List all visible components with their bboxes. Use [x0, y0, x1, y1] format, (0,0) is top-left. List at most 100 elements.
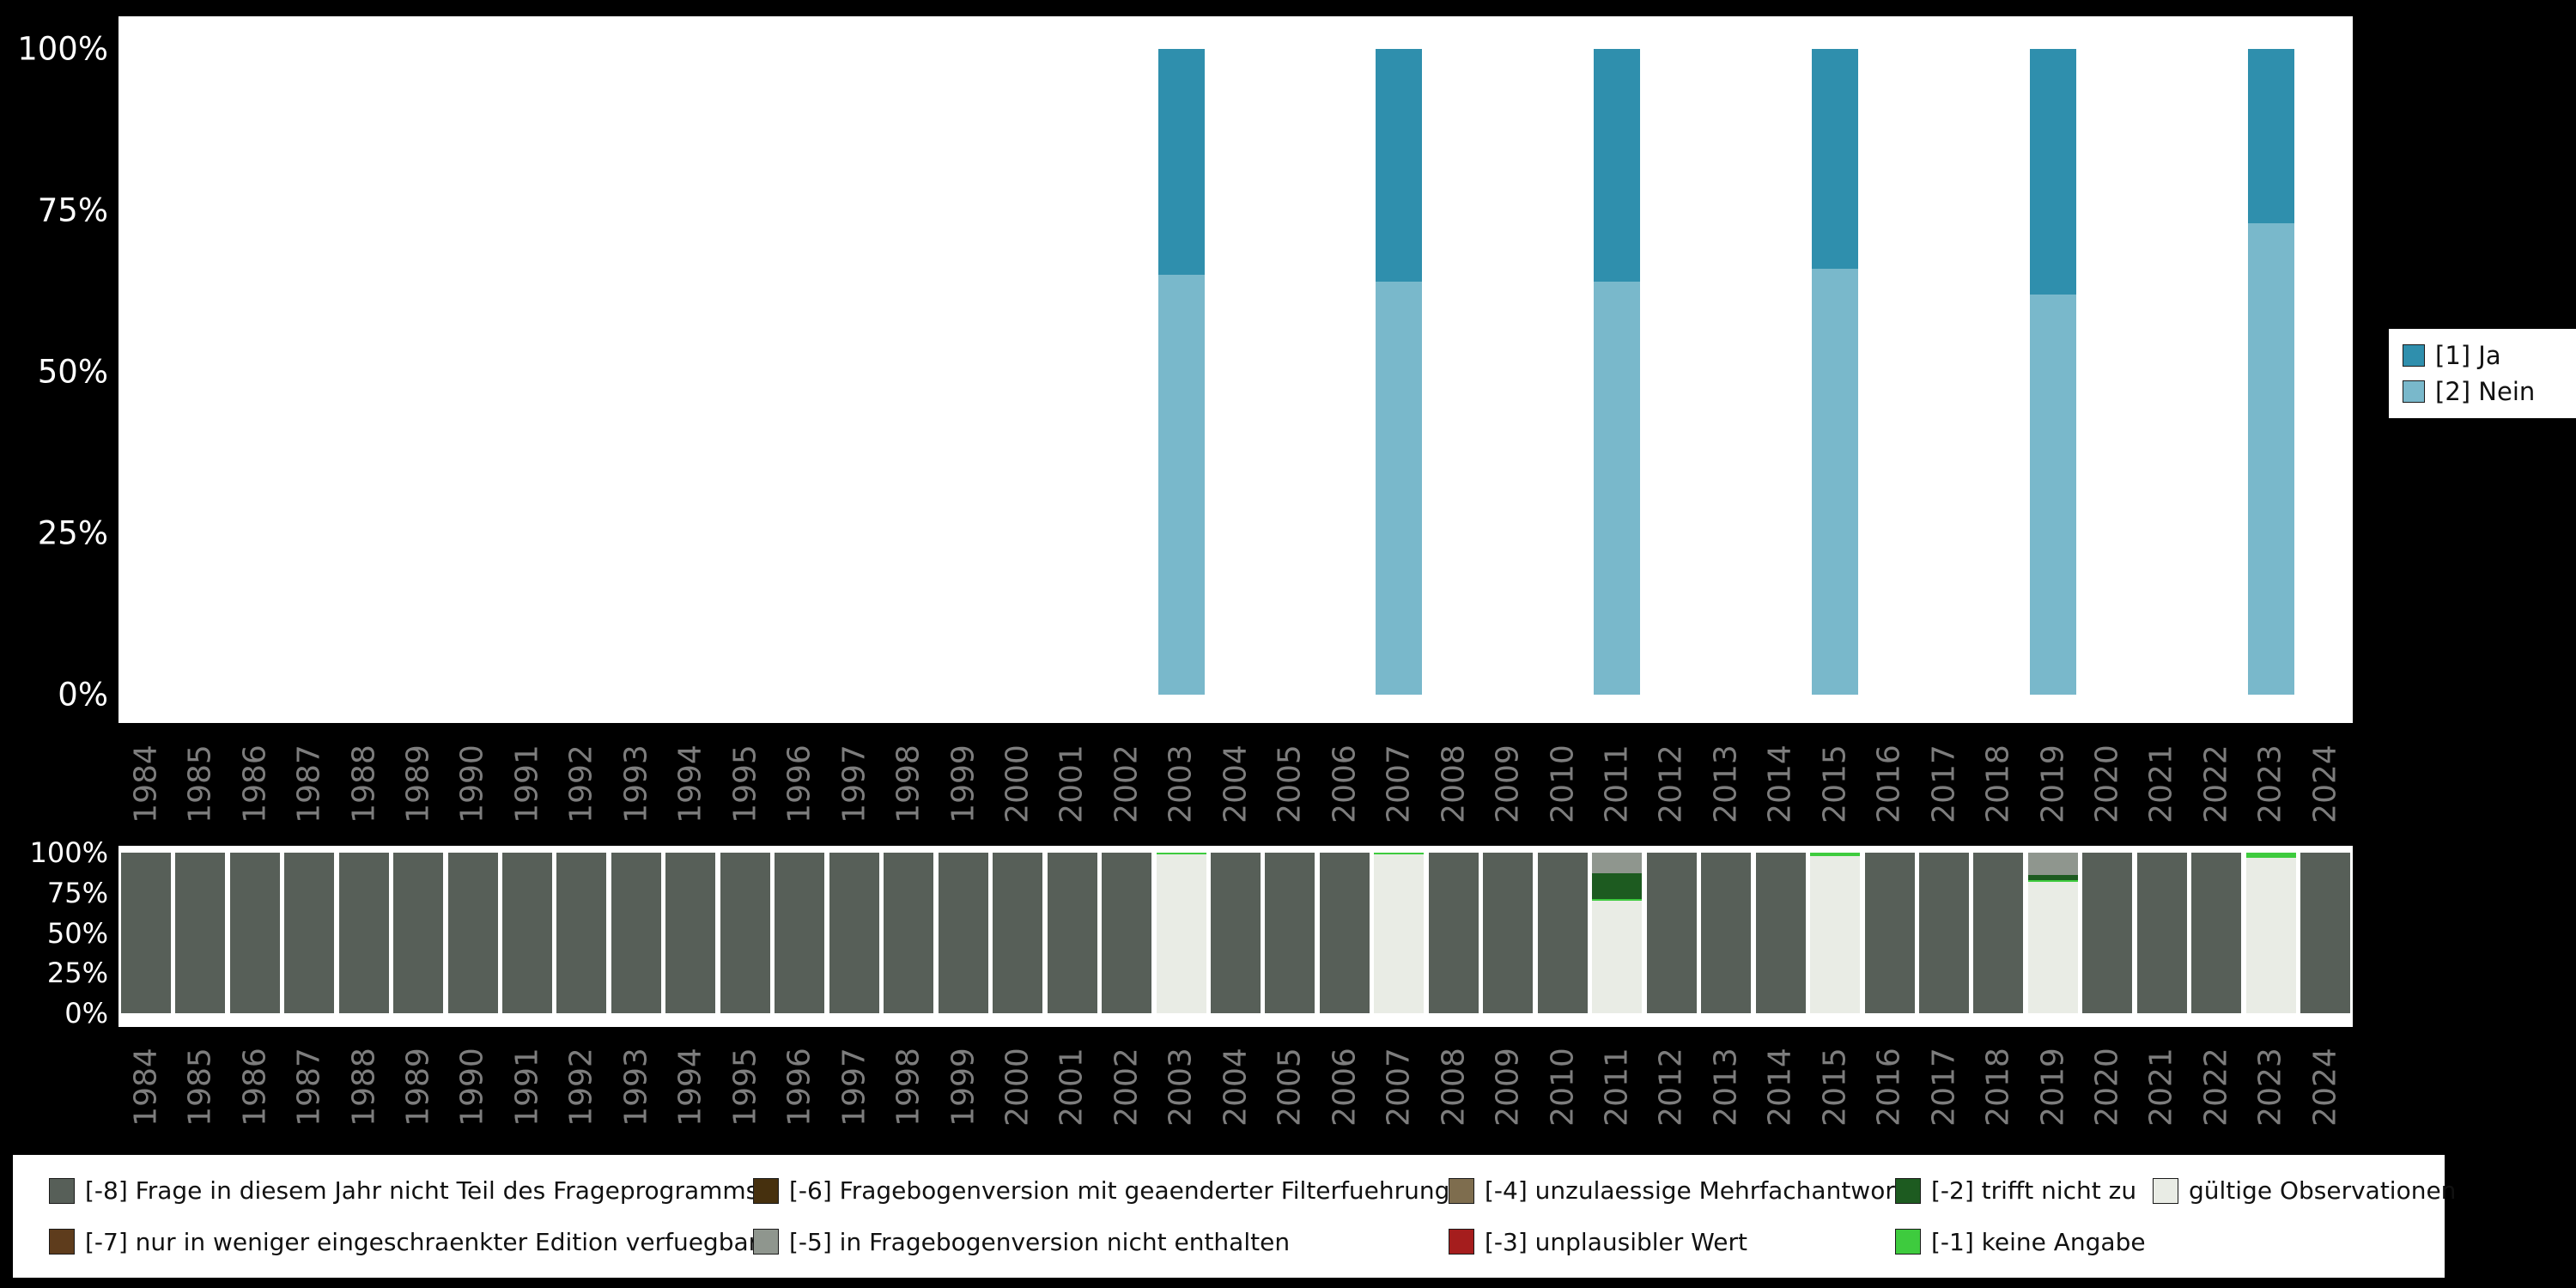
x-tick-year-1989: 1989	[391, 730, 445, 837]
segment-valid	[1374, 854, 1425, 1013]
segment-ja	[1376, 49, 1423, 282]
x-tick-year-2005: 2005	[1263, 1033, 1317, 1140]
missing-bar-2005	[1265, 853, 1315, 1013]
x-tick-label: 2024	[2307, 744, 2343, 823]
x-tick-year-2001: 2001	[1045, 730, 1099, 837]
segment--5	[1592, 853, 1643, 874]
x-tick-label: 2023	[2252, 744, 2288, 823]
x-tick-label: 1990	[454, 744, 490, 823]
x-tick-label: 2005	[1272, 1047, 1308, 1127]
x-tick-year-2021: 2021	[2135, 1033, 2189, 1140]
legend-item--7: [-7] nur in weniger eingeschraenkter Edi…	[49, 1228, 758, 1256]
missing-bar-1984	[120, 853, 171, 1013]
segment--8	[1428, 853, 1479, 1013]
x-tick-label: 1996	[781, 744, 817, 823]
missing-bar-2011	[1592, 853, 1643, 1013]
x-tick-year-2023: 2023	[2244, 730, 2298, 837]
x-tick-label: 2007	[1381, 1047, 1417, 1127]
top-plot-panel	[118, 16, 2353, 723]
x-tick-year-1991: 1991	[500, 1033, 554, 1140]
legend-item--5: [-5] in Fragebogenversion nicht enthalte…	[753, 1228, 1449, 1256]
missing-bar-2018	[1973, 853, 2024, 1013]
x-tick-year-1990: 1990	[446, 730, 500, 837]
missing-bar-2008	[1428, 853, 1479, 1013]
missing-bar-2003	[1156, 853, 1206, 1013]
legend-swatch--4	[1449, 1177, 1474, 1204]
segment-nein	[1594, 281, 1641, 695]
stacked-bar-2023	[2247, 49, 2294, 695]
segment-valid	[1156, 854, 1206, 1013]
segment--8	[993, 853, 1043, 1013]
missing-bar-2006	[1319, 853, 1370, 1013]
x-tick-label: 2004	[1218, 744, 1254, 823]
legend-swatch--1	[1895, 1229, 1921, 1255]
legend-item-nein: [2] Nein	[2403, 377, 2576, 406]
missing-bar-2013	[1701, 853, 1752, 1013]
legend-swatch--8	[49, 1177, 75, 1204]
y-tick-label: 0%	[58, 676, 108, 714]
segment--1	[2245, 853, 2296, 858]
segment--2	[2027, 875, 2078, 880]
x-tick-year-1997: 1997	[827, 1033, 881, 1140]
x-tick-label: 2020	[2089, 744, 2125, 823]
x-tick-year-1987: 1987	[282, 1033, 336, 1140]
x-tick-year-1991: 1991	[500, 730, 554, 837]
missing-bar-2022	[2191, 853, 2242, 1013]
x-tick-label: 1997	[836, 1047, 872, 1127]
legend-label--3: [-3] unplausibler Wert	[1485, 1227, 1747, 1256]
x-tick-year-1997: 1997	[827, 730, 881, 837]
x-tick-label: 1992	[563, 744, 599, 823]
x-tick-year-1989: 1989	[391, 1033, 445, 1140]
legend-label-ja: [1] Ja	[2435, 341, 2501, 370]
x-tick-year-2017: 2017	[1917, 730, 1971, 837]
y-tick-label: 100%	[29, 836, 108, 869]
segment--1	[1156, 853, 1206, 854]
x-tick-year-2019: 2019	[2026, 1033, 2080, 1140]
x-tick-label: 2001	[1054, 1047, 1090, 1127]
segment--8	[1864, 853, 1915, 1013]
x-tick-year-1994: 1994	[664, 1033, 718, 1140]
x-tick-year-2009: 2009	[1480, 1033, 1534, 1140]
segment--1	[2027, 879, 2078, 882]
x-tick-year-2015: 2015	[1807, 1033, 1862, 1140]
x-tick-year-1987: 1987	[282, 730, 336, 837]
missing-bar-2012	[1646, 853, 1697, 1013]
x-tick-label: 2006	[1327, 1047, 1363, 1127]
y-tick-label: 25%	[46, 957, 108, 990]
segment--1	[1374, 853, 1425, 854]
x-tick-year-2012: 2012	[1644, 1033, 1698, 1140]
x-tick-year-2019: 2019	[2026, 730, 2080, 837]
x-tick-year-2010: 2010	[1535, 1033, 1589, 1140]
x-tick-label: 2012	[1653, 1047, 1689, 1127]
missing-bar-2001	[1047, 853, 1097, 1013]
legend-label-valid: gültige Observationen	[2189, 1176, 2457, 1206]
x-tick-year-2020: 2020	[2080, 1033, 2134, 1140]
x-tick-label: 2021	[2143, 1047, 2179, 1127]
x-tick-label: 1991	[509, 1047, 545, 1127]
missing-bar-2009	[1483, 853, 1534, 1013]
segment-ja	[1157, 49, 1205, 276]
y-tick-label: 100%	[17, 30, 108, 68]
x-tick-label: 1994	[672, 744, 708, 823]
x-tick-year-2001: 2001	[1045, 1033, 1099, 1140]
segment--8	[120, 853, 171, 1013]
missing-bar-2010	[1537, 853, 1588, 1013]
missing-bar-1995	[720, 853, 770, 1013]
x-tick-year-1992: 1992	[555, 730, 609, 837]
top-x-axis-years: 1984 1985 1986 1987 1988 1989 1990 1991 1992 1993…	[118, 730, 2353, 837]
x-tick-year-2010: 2010	[1535, 730, 1589, 837]
x-tick-label: 2006	[1327, 744, 1363, 823]
x-tick-label: 1994	[672, 1047, 708, 1127]
x-tick-year-2007: 2007	[1371, 1033, 1425, 1140]
x-tick-label: 2017	[1926, 1047, 1962, 1127]
x-tick-label: 1990	[454, 1047, 490, 1127]
missing-bar-2004	[1211, 853, 1261, 1013]
x-tick-label: 2011	[1599, 744, 1635, 823]
segment-valid	[2027, 881, 2078, 1013]
x-tick-year-1988: 1988	[337, 730, 391, 837]
legend-swatch-ja	[2403, 344, 2425, 367]
missing-bar-1991	[501, 853, 552, 1013]
x-tick-label: 1988	[346, 1047, 382, 1127]
segment--8	[1265, 853, 1315, 1013]
